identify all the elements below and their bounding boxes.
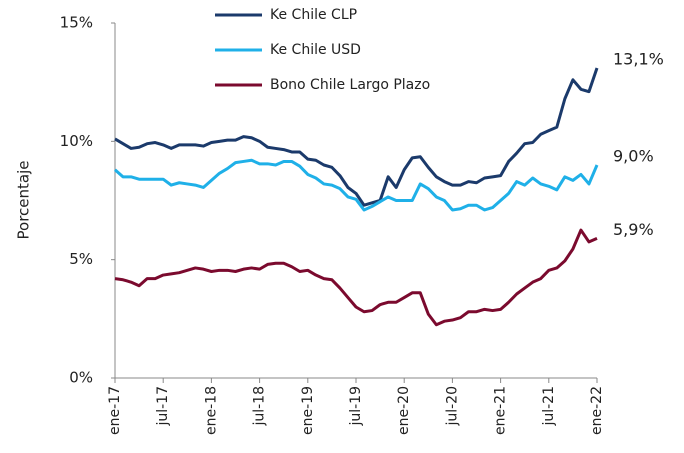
- y-tick-label: 10%: [60, 132, 93, 150]
- y-axis-label: Porcentaje: [15, 161, 33, 240]
- x-tick-label: jul-20: [444, 386, 460, 427]
- x-tick-label: jul-21: [541, 386, 557, 427]
- x-tick-label: jul-18: [252, 386, 268, 427]
- x-tick-label: ene-18: [203, 386, 219, 435]
- x-tick-label: ene-19: [300, 386, 316, 435]
- x-tick-label: ene-22: [589, 386, 605, 435]
- line-series: [114, 67, 599, 207]
- legend-label: Ke Chile USD: [270, 42, 361, 58]
- y-tick-label: 5%: [69, 250, 93, 268]
- y-tick-label: 15%: [60, 14, 93, 32]
- end-label: 13,1%: [613, 49, 664, 68]
- end-label: 5,9%: [613, 220, 654, 239]
- x-tick-label: jul-17: [155, 386, 171, 427]
- x-tick-label: ene-20: [396, 386, 412, 435]
- line-series: [114, 158, 599, 212]
- legend-label: Ke Chile CLP: [270, 7, 357, 23]
- x-tick-label: ene-21: [493, 386, 509, 435]
- x-tick-label: jul-19: [348, 386, 364, 427]
- line-series: [114, 228, 598, 327]
- y-tick-label: 0%: [69, 369, 93, 387]
- end-label: 9,0%: [613, 147, 654, 166]
- legend-label: Bono Chile Largo Plazo: [270, 77, 430, 93]
- x-tick-label: ene-17: [107, 386, 123, 435]
